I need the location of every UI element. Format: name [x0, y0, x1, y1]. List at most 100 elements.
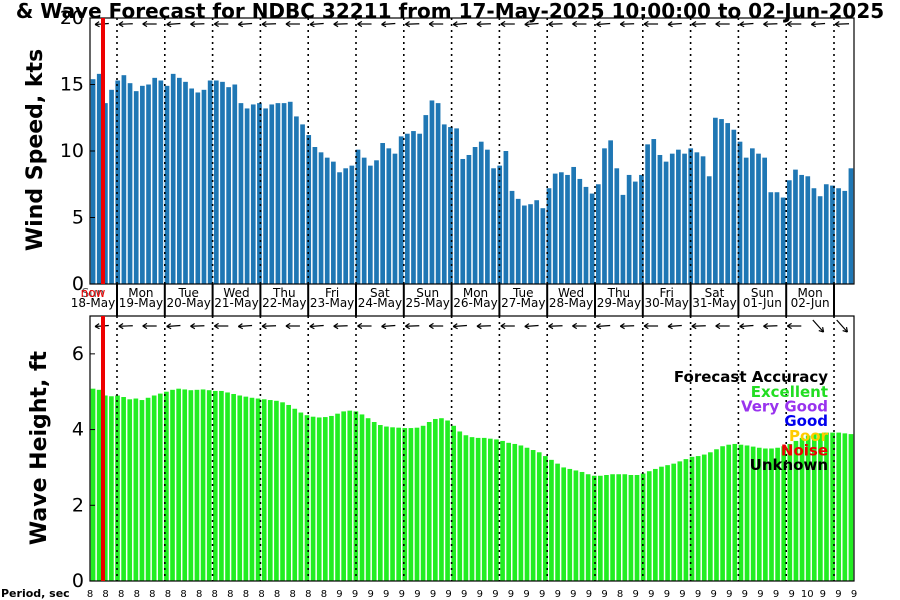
day-label-date: 27-May [501, 296, 545, 310]
wave-bar [341, 411, 346, 581]
wind-y-tick-label: 15 [60, 74, 84, 96]
wind-bar [466, 154, 472, 284]
wind-arrow [835, 23, 850, 25]
wave-bar [225, 392, 230, 581]
wind-bar [195, 92, 201, 284]
wave-bar [176, 388, 181, 581]
period-value: 8 [274, 589, 280, 600]
wind-bar [620, 194, 626, 284]
wind-bar [294, 116, 299, 284]
wind-y-axis-label: Wind Speed, kts [23, 49, 48, 251]
wave-arrow-head [261, 323, 267, 330]
period-value: 9 [633, 589, 639, 600]
wave-bar [378, 425, 383, 581]
wave-arrow-head [142, 322, 148, 330]
wind-bar [386, 148, 392, 284]
wave-bar [738, 444, 744, 581]
wave-bar [836, 432, 842, 581]
wave-bar [756, 447, 762, 581]
wind-arrow-head [285, 20, 291, 28]
wave-arrow-head [715, 322, 721, 330]
wave-bar [726, 444, 732, 581]
day-label-dow: Fri [325, 286, 339, 300]
wave-bar [500, 440, 505, 581]
wind-bar [577, 178, 583, 284]
wave-arrow [812, 319, 824, 333]
day-label-dow: Wed [223, 286, 249, 300]
wave-bar [292, 408, 298, 581]
wave-bar [622, 474, 628, 581]
period-value: 9 [710, 589, 716, 600]
wave-arrow [333, 325, 348, 327]
wind-bar [244, 108, 250, 284]
wave-bar [433, 418, 438, 581]
period-value: 9 [788, 589, 794, 600]
wave-arrow-head [452, 323, 458, 330]
wave-bar [634, 475, 640, 581]
wind-bar [830, 185, 835, 284]
wind-arrow [763, 23, 778, 25]
wave-arrow-head [94, 323, 100, 330]
wave-bar [102, 395, 108, 581]
wind-bar [448, 127, 453, 284]
wind-bar [226, 87, 231, 284]
wave-bar [212, 390, 218, 581]
wave-y-tick-label: 6 [72, 343, 84, 365]
wind-bar [793, 169, 798, 284]
wind-bar [300, 124, 305, 285]
period-value: 9 [648, 589, 654, 600]
wave-bar [151, 395, 157, 581]
wind-bar [90, 79, 96, 285]
wind-bar [250, 104, 256, 284]
wave-y-tick-label: 4 [72, 419, 84, 441]
day-label-date: 24-May [358, 296, 402, 310]
wind-arrow-head [166, 21, 172, 28]
wave-bar [769, 448, 774, 581]
day-label-date: 21-May [214, 296, 258, 310]
wind-arrow [381, 22, 396, 26]
wave-arrow-head [333, 323, 339, 330]
wind-bar [676, 149, 681, 284]
wave-bar [329, 415, 334, 581]
wave-bar [237, 395, 243, 581]
wave-bar [304, 415, 310, 581]
wave-arrow [836, 319, 848, 333]
wind-arrow [476, 23, 491, 25]
period-value: 9 [835, 589, 841, 600]
wind-arrow-head [572, 20, 578, 28]
period-value: 9 [508, 589, 514, 600]
wind-bar [848, 168, 854, 284]
day-label-dow: Sat [705, 286, 725, 300]
wave-bar [543, 456, 548, 581]
period-value: 8 [305, 589, 311, 600]
period-value: 8 [227, 589, 233, 600]
wind-bar [404, 133, 410, 284]
wind-bar [583, 186, 589, 284]
wind-bar [189, 88, 194, 285]
wind-arrow-head [643, 20, 649, 28]
wave-bar [842, 433, 848, 581]
wave-arrow [739, 324, 754, 328]
wave-bar [481, 437, 487, 581]
day-label-dow: Thu [607, 286, 631, 300]
wave-bar [322, 417, 328, 581]
wind-arrow-head [548, 21, 554, 28]
wind-y-tick-label: 20 [60, 7, 84, 29]
wind-bar [152, 77, 158, 284]
period-value: 9 [461, 589, 467, 600]
wave-arrow-head [214, 322, 219, 330]
period-value: 9 [414, 589, 420, 600]
wind-arrow [238, 22, 253, 26]
wave-bar [750, 446, 756, 581]
wind-bar [639, 174, 644, 284]
wind-bar [318, 152, 324, 284]
legend-item: Unknown [750, 456, 828, 474]
wave-arrow [453, 324, 468, 328]
wind-arrow-head [94, 21, 100, 28]
wave-bar [188, 390, 194, 581]
wind-bar [706, 176, 712, 284]
wave-arrow-head [405, 323, 411, 330]
wave-bar [787, 443, 793, 581]
wave-bar [561, 467, 567, 581]
period-value: 9 [773, 589, 779, 600]
